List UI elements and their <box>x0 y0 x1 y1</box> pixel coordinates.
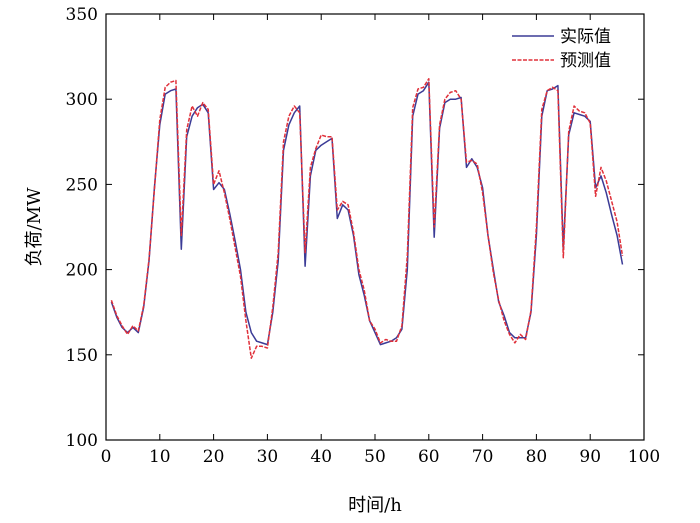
x-tick-label: 60 <box>418 447 440 467</box>
series-line-forecast <box>110 78 624 359</box>
legend-label-actual: 实际值 <box>560 27 611 47</box>
x-axis-title: 时间/h <box>348 495 402 516</box>
y-tick-label: 350 <box>66 5 98 25</box>
x-tick-label: 50 <box>364 447 386 467</box>
x-tick-label: 0 <box>101 447 112 467</box>
y-tick-label: 300 <box>66 90 98 110</box>
legend-label-forecast: 预测值 <box>560 51 611 71</box>
y-tick-label: 150 <box>66 346 98 366</box>
y-axis: 100 150 200 250 300 350 <box>66 5 644 451</box>
x-tick-label: 30 <box>257 447 279 467</box>
x-tick-label: 40 <box>310 447 332 467</box>
y-tick-label: 250 <box>66 175 98 195</box>
x-tick-label: 20 <box>203 447 225 467</box>
y-axis-title: 负荷/MW <box>24 187 45 266</box>
x-tick-label: 90 <box>579 447 601 467</box>
legend: 实际值 预测值 <box>512 27 611 71</box>
series-layer <box>110 78 624 359</box>
x-tick-label: 10 <box>149 447 171 467</box>
x-tick-label: 100 <box>628 447 660 467</box>
y-tick-label: 100 <box>66 431 98 451</box>
x-tick-label: 80 <box>526 447 548 467</box>
x-axis: 0 10 20 30 40 50 60 70 80 90 100 <box>101 14 660 467</box>
x-tick-label: 70 <box>472 447 494 467</box>
y-tick-label: 200 <box>66 261 98 281</box>
